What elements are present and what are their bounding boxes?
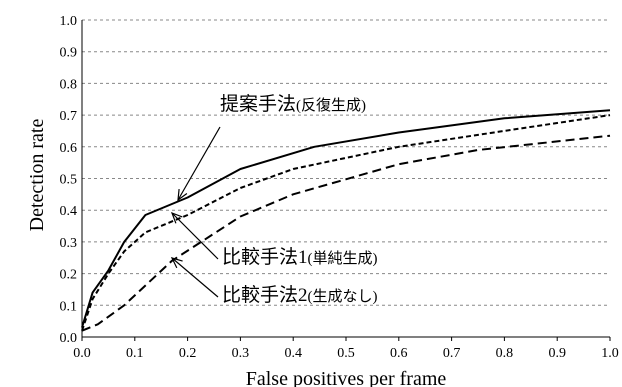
- annotation-arrowhead-1: [170, 211, 183, 224]
- y-tick-label-0.7: 0.7: [60, 109, 78, 124]
- x-tick-label-0.8: 0.8: [496, 346, 514, 361]
- y-tick-label-0.9: 0.9: [60, 46, 78, 61]
- annotation-comparison-1-sub: (単純生成): [308, 250, 378, 267]
- y-tick-label-0.3: 0.3: [60, 236, 78, 251]
- x-tick-label-0.3: 0.3: [232, 346, 250, 361]
- series-line-2: [81, 134, 611, 332]
- y-tick-label-0.5: 0.5: [60, 173, 78, 188]
- y-tick-label-0.6: 0.6: [60, 141, 78, 156]
- series-lines: [81, 109, 611, 332]
- annotation-proposed-sub: (反復生成): [296, 97, 366, 114]
- annotation-comparison-2-main: 比較手法2: [222, 284, 308, 306]
- annotation-comparison-1-main: 比較手法1: [222, 246, 308, 268]
- y-tick-label-0.1: 0.1: [60, 299, 78, 314]
- y-tick-label-0.2: 0.2: [60, 268, 78, 283]
- x-tick-label-0.2: 0.2: [179, 346, 197, 361]
- annotation-arrow-1: [171, 212, 219, 260]
- x-axis-title: False positives per frame: [246, 368, 447, 387]
- y-tick-label-1.0: 1.0: [60, 14, 78, 29]
- x-tick-label-0.0: 0.0: [73, 346, 91, 361]
- annotation-arrowhead-0: [177, 189, 188, 202]
- annotation-arrow-0: [177, 126, 221, 201]
- y-axis-title: Detection rate: [26, 119, 48, 232]
- x-tick-labels: 0.0 0.1 0.2 0.3 0.4 0.5 0.6 0.7 0.8 0.9 1.0: [73, 346, 619, 361]
- y-tick-label-0.8: 0.8: [60, 77, 78, 92]
- y-tick-labels: 0.0 0.1 0.2 0.3 0.4 0.5 0.6 0.7 0.8 0.9 1.0: [60, 14, 78, 346]
- x-tick-label-0.7: 0.7: [443, 346, 461, 361]
- x-tick-label-0.9: 0.9: [548, 346, 566, 361]
- x-tick-label-0.5: 0.5: [337, 346, 355, 361]
- x-tick-label-0.4: 0.4: [284, 346, 302, 361]
- x-tick-label-0.1: 0.1: [126, 346, 144, 361]
- annotation-arrows: [170, 126, 221, 298]
- y-tick-label-0.0: 0.0: [60, 331, 78, 346]
- series-line-0: [81, 109, 611, 328]
- grid-lines: [82, 19, 610, 306]
- annotation-comparison-2-sub: (生成なし): [308, 288, 378, 305]
- annotation-arrow-2: [171, 257, 219, 298]
- series-line-1: [81, 114, 611, 332]
- annotation-arrowhead-2: [170, 257, 183, 269]
- annotation-proposed-main: 提案手法: [220, 93, 296, 115]
- y-tick-label-0.4: 0.4: [60, 204, 78, 219]
- annotation-comparison-1: 比較手法1(単純生成): [222, 246, 378, 268]
- x-tick-label-1.0: 1.0: [601, 346, 619, 361]
- x-tick-label-0.6: 0.6: [390, 346, 408, 361]
- axes: [81, 20, 611, 341]
- annotation-proposed: 提案手法(反復生成): [220, 93, 366, 115]
- annotation-comparison-2: 比較手法2(生成なし): [222, 284, 378, 306]
